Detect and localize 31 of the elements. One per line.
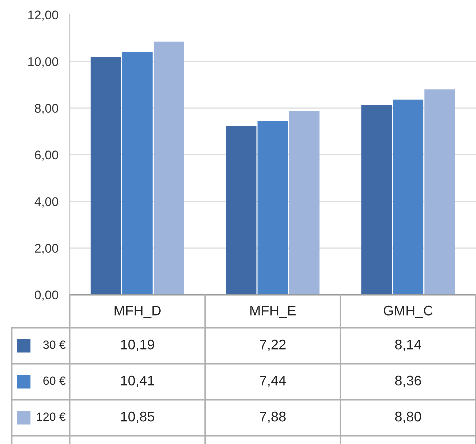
legend-label: 120 € [37,412,66,422]
data-label: 8,80 [395,412,422,424]
data-label: 7,44 [260,376,286,388]
bar [424,90,456,295]
bar [362,105,392,295]
bar [154,42,184,295]
y-tick-label: 10,00 [28,57,58,68]
bar [258,121,288,295]
data-label: 10,19 [121,340,154,352]
data-label: 8,36 [395,376,422,388]
data-label: 7,88 [260,412,286,424]
data-label: 7,22 [260,340,286,352]
y-tick-label: 8,00 [35,104,58,114]
data-label: 10,41 [121,376,154,388]
y-tick-label: 6,00 [35,150,58,162]
bar [289,111,320,295]
y-tick-label: 12,00 [28,10,58,22]
data-label: 10,85 [121,412,154,424]
y-tick-label: 0,00 [35,290,58,302]
data-label: 8,14 [395,340,422,352]
bar [90,57,122,295]
x-tick-label: MFH_D [114,306,161,318]
y-tick-label: 4,00 [34,197,58,208]
x-tick-label: GMH_C [384,306,433,318]
bar [393,100,424,295]
legend-label: 60 € [44,376,66,386]
bar [226,126,257,295]
x-tick-label: MFH_E [250,306,296,318]
bar [122,52,153,295]
y-tick-label: 2,00 [35,244,58,254]
legend-label: 30 € [43,340,66,350]
